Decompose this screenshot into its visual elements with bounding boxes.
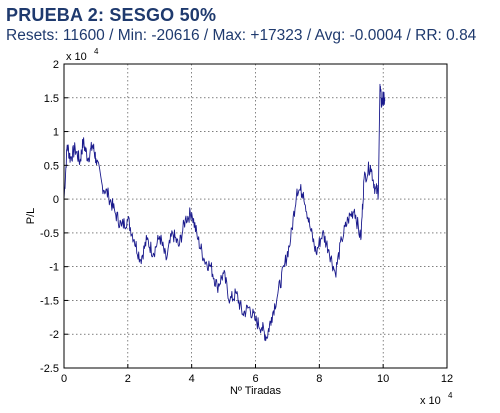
- x-tick-label: 12: [441, 373, 453, 385]
- y-exponent: x 10 4: [66, 47, 99, 63]
- y-tick-label: -2: [49, 329, 59, 341]
- y-exponent-power: 4: [94, 47, 99, 56]
- grid-lines: [64, 64, 447, 368]
- chart-title: PRUEBA 2: SESGO 50%: [6, 5, 217, 25]
- x-tick-label: 0: [61, 373, 67, 385]
- y-tick-label: 0.5: [44, 160, 59, 172]
- y-tick-label: 2: [53, 59, 59, 71]
- x-tick-label: 2: [125, 373, 131, 385]
- x-tick-label: 10: [377, 373, 389, 385]
- axis-ticks: 0 2 4 6 8 10 12 -2.5 -2 -1.5 -1 -0.5 0 0.5 1 1.5 2: [40, 59, 453, 385]
- x-exponent: x 10 4: [420, 391, 453, 407]
- y-tick-label: 1.5: [44, 93, 59, 105]
- x-axis-label: Nº Tiradas: [230, 385, 282, 397]
- y-tick-label: -0.5: [40, 228, 59, 240]
- y-exponent-base: x 10: [66, 51, 87, 63]
- y-tick-label: 1: [53, 127, 59, 139]
- y-tick-label: 0: [53, 194, 59, 206]
- chart-stats-subtitle: Resets: 11600 / Min: -20616 / Max: +1732…: [6, 27, 477, 44]
- y-tick-label: -2.5: [40, 363, 59, 375]
- chart-header: PRUEBA 2: SESGO 50% Resets: 11600 / Min:…: [6, 4, 496, 46]
- series-group: [63, 83, 386, 342]
- series-line: [63, 83, 386, 342]
- x-exponent-power: 4: [448, 391, 453, 400]
- y-tick-label: -1.5: [40, 295, 59, 307]
- x-tick-label: 4: [189, 373, 195, 385]
- x-tick-label: 8: [316, 373, 322, 385]
- x-tick-label: 6: [252, 373, 258, 385]
- x-exponent-base: x 10: [420, 395, 441, 407]
- y-axis-label: P/L: [25, 208, 37, 225]
- y-tick-label: -1: [49, 262, 59, 274]
